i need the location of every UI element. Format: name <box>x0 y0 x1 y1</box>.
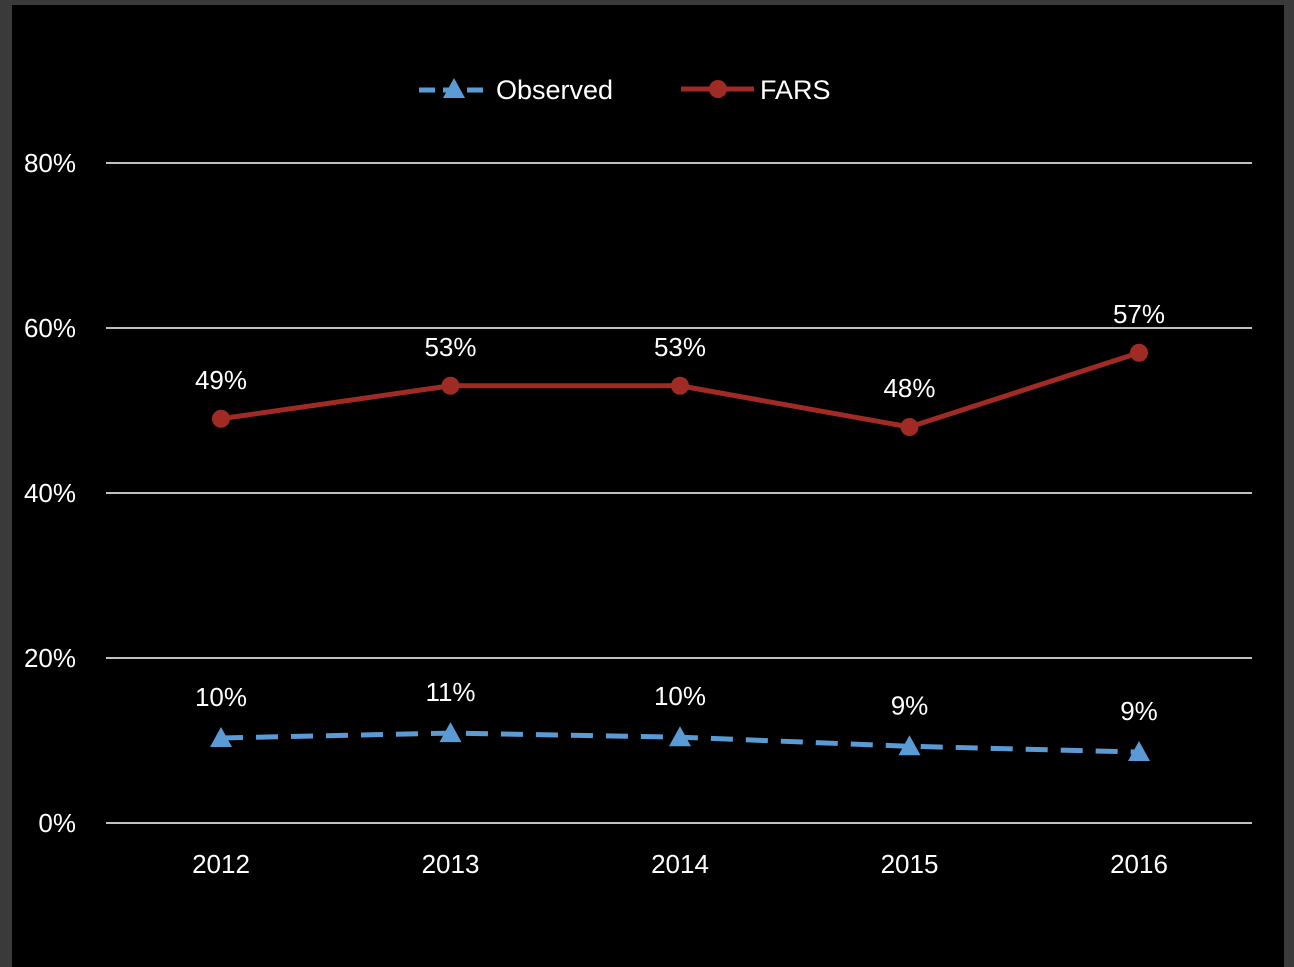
series-markers <box>210 343 1150 762</box>
legend-item-observed: Observed <box>419 75 613 105</box>
data-point-fars <box>212 409 230 428</box>
legend-observed-triangle-icon <box>443 78 465 98</box>
y-tick-label: 60% <box>24 313 76 343</box>
legend-fars-circle-icon <box>709 80 727 98</box>
gridlines <box>106 162 1252 824</box>
data-point-observed <box>1128 741 1150 762</box>
y-axis-tick-labels: 0% 20% 40% 60% 80% <box>24 148 76 838</box>
chart-background <box>12 5 1284 967</box>
data-point-observed <box>439 722 462 743</box>
data-point-observed <box>210 727 232 748</box>
data-point-observed <box>898 735 921 756</box>
data-label-fars: 53% <box>424 332 476 362</box>
data-label-observed: 10% <box>195 682 247 712</box>
data-label-observed: 9% <box>891 690 929 720</box>
x-axis-tick-labels: 2012 2013 2014 2015 2016 <box>192 849 1168 879</box>
data-point-fars <box>900 418 919 436</box>
x-tick-label: 2016 <box>1110 849 1168 879</box>
y-tick-label: 0% <box>38 808 76 838</box>
data-point-fars <box>671 376 689 395</box>
data-label-fars: 49% <box>195 365 247 395</box>
x-tick-label: 2014 <box>651 849 709 879</box>
legend-item-fars: FARS <box>681 75 831 105</box>
x-tick-label: 2013 <box>422 849 480 879</box>
data-point-fars <box>1130 343 1148 362</box>
y-tick-label: 80% <box>24 148 76 178</box>
data-point-fars <box>441 376 460 395</box>
data-label-observed: 10% <box>654 681 706 711</box>
x-tick-label: 2015 <box>881 849 939 879</box>
y-tick-label: 40% <box>24 478 76 508</box>
data-label-fars: 48% <box>883 373 935 403</box>
data-label-fars: 57% <box>1113 299 1165 329</box>
data-labels: 10% 11% 10% 9% 9% 49% 53% 53% 48% 57% <box>195 299 1165 726</box>
legend-fars-label: FARS <box>760 75 831 105</box>
data-point-observed <box>669 726 691 747</box>
legend-observed-label: Observed <box>496 75 613 105</box>
y-tick-label: 20% <box>24 643 76 673</box>
data-label-fars: 53% <box>654 332 706 362</box>
data-label-observed: 11% <box>425 677 475 707</box>
legend: Observed FARS <box>419 75 831 105</box>
x-tick-label: 2012 <box>192 849 250 879</box>
data-label-observed: 9% <box>1120 696 1158 726</box>
